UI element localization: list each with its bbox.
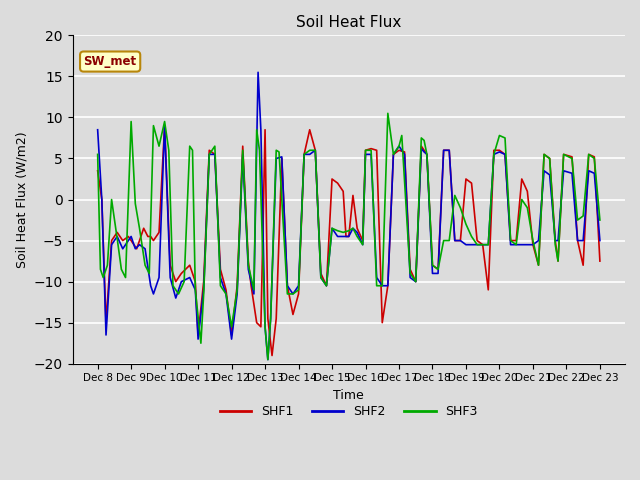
Line: SHF2: SHF2 [98,72,600,360]
SHF3 [381,197,389,203]
SHF3 [108,197,115,203]
SHF1 [268,353,276,359]
SHF1 [189,271,196,276]
SHF1 [538,207,545,213]
Line: SHF3: SHF3 [98,113,600,360]
SHF2 [538,203,545,209]
SHF3 [399,156,407,161]
SHF1 [94,168,102,174]
SHF1 [596,258,604,264]
SHF2 [94,127,102,132]
SHF2 [254,70,262,75]
SHF3 [384,110,392,116]
SHF2 [410,278,418,284]
X-axis label: Time: Time [333,389,364,402]
SHF1 [410,276,418,281]
SHF3 [596,217,604,223]
SHF3 [188,145,195,151]
SHF2 [383,283,390,288]
Legend: SHF1, SHF2, SHF3: SHF1, SHF2, SHF3 [214,400,483,423]
Text: SW_met: SW_met [84,55,137,68]
SHF1 [383,292,390,298]
SHF2 [188,278,195,284]
Title: Soil Heat Flux: Soil Heat Flux [296,15,401,30]
SHF2 [264,357,272,362]
Y-axis label: Soil Heat Flux (W/m2): Soil Heat Flux (W/m2) [15,131,28,268]
SHF2 [108,242,115,248]
SHF3 [94,152,102,157]
SHF3 [410,276,418,282]
SHF2 [399,149,407,155]
SHF2 [596,238,604,243]
SHF3 [264,357,272,362]
SHF1 [161,123,168,129]
SHF1 [108,238,115,243]
SHF3 [538,207,545,213]
SHF1 [399,149,407,155]
Line: SHF1: SHF1 [98,126,600,356]
